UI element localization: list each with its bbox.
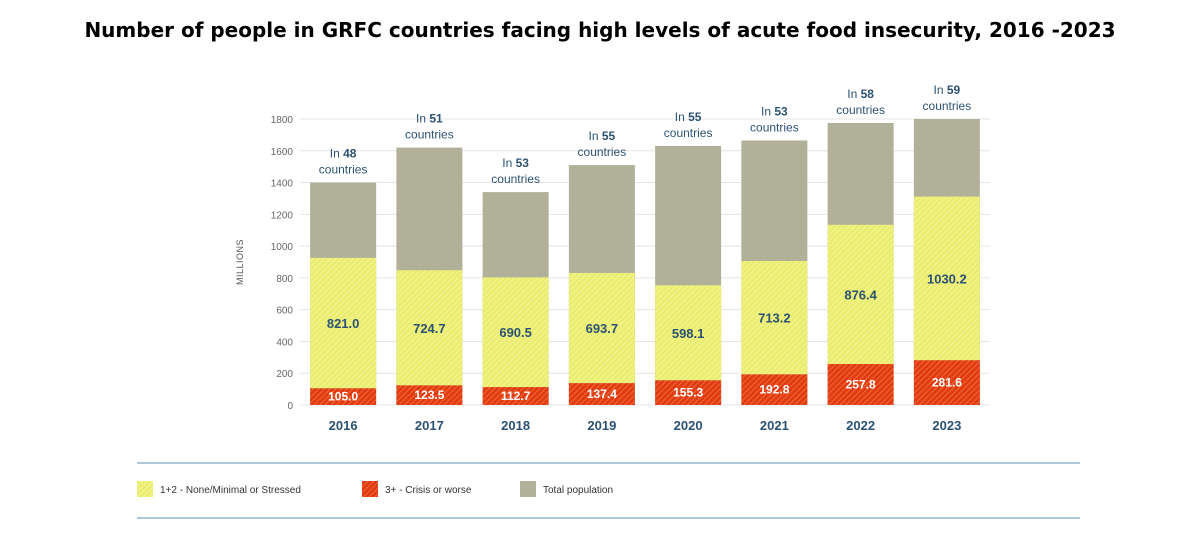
y-tick-label: 1200: [271, 210, 294, 221]
x-axis: 2016 2017 2018 2019 2020 2021 2022 2023: [329, 418, 962, 433]
annotation-prefix: In: [934, 83, 947, 97]
country-count-annotation: In 55: [589, 129, 616, 143]
annotation-count: 55: [602, 129, 616, 143]
crisis-value-label: 137.4: [587, 387, 617, 401]
y-axis-title: MILLIONS: [235, 239, 245, 285]
annotation-suffix: countries: [836, 103, 885, 117]
country-count-annotation: In 51: [416, 112, 443, 126]
annotation-count: 55: [688, 110, 702, 124]
annotation-suffix: countries: [923, 99, 972, 113]
annotation-prefix: In: [330, 147, 343, 161]
y-tick-label: 1400: [271, 179, 294, 190]
country-count-annotation: In 53: [761, 104, 788, 118]
annotation-count: 53: [516, 156, 530, 170]
stressed-bar: [482, 277, 549, 388]
annotation-prefix: In: [847, 87, 860, 101]
crisis-bar: [655, 380, 722, 405]
stressed-value-label: 821.0: [327, 316, 360, 331]
annotation-prefix: In: [502, 156, 515, 170]
annotation-count: 51: [429, 112, 443, 126]
crisis-bar: [310, 388, 377, 405]
stressed-bar: [741, 261, 808, 375]
y-tick-label: 1600: [271, 147, 294, 158]
annotation-prefix: In: [589, 129, 602, 143]
annotation-count: 53: [774, 104, 788, 118]
crisis-value-label: 192.8: [759, 383, 789, 397]
annotation-suffix: countries: [319, 163, 368, 177]
page-title: Number of people in GRFC countries facin…: [84, 18, 1116, 42]
annotation-suffix: countries: [578, 145, 627, 159]
stressed-bar: [827, 224, 894, 365]
stressed-bar: [396, 270, 463, 386]
crisis-value-label: 112.7: [501, 389, 531, 403]
crisis-bar: [827, 364, 894, 405]
stressed-value-label: 693.7: [586, 321, 619, 336]
stressed-bar: [913, 196, 980, 361]
x-tick-label: 2016: [329, 418, 358, 433]
x-tick-label: 2018: [501, 418, 530, 433]
country-count-annotation: In 58: [847, 87, 874, 101]
legend-label: 1+2 - None/Minimal or Stressed: [160, 485, 301, 496]
crisis-value-label: 281.6: [932, 376, 962, 390]
country-count-annotation: In 59: [934, 83, 961, 97]
y-tick-label: 1800: [271, 115, 294, 126]
legend: 1+2 - None/Minimal or Stressed 3+ - Crisi…: [137, 481, 613, 497]
legend-swatch: [520, 481, 536, 497]
country-annotations: In 48 countries In 51 countries In 53 countri…: [319, 83, 971, 186]
country-count-annotation: In 48: [330, 147, 357, 161]
stressed-value-label: 876.4: [844, 287, 877, 302]
stressed-value-label: 713.2: [758, 311, 791, 326]
y-tick-label: 1000: [271, 242, 294, 253]
y-tick-label: 600: [276, 306, 293, 317]
stressed-bar: [655, 285, 722, 381]
x-tick-label: 2022: [846, 418, 875, 433]
annotation-suffix: countries: [750, 120, 799, 134]
crisis-value-label: 257.8: [846, 378, 876, 392]
annotation-count: 48: [343, 147, 357, 161]
legend-label: Total population: [543, 485, 613, 496]
y-tick-label: 0: [287, 401, 293, 412]
annotation-suffix: countries: [405, 128, 454, 142]
crisis-bar: [741, 374, 808, 405]
stressed-value-label: 1030.2: [927, 271, 967, 286]
stressed-value-label: 690.5: [499, 325, 532, 340]
bars: [310, 119, 980, 405]
stressed-bar: [568, 272, 635, 384]
x-tick-label: 2017: [415, 418, 444, 433]
crisis-bar: [568, 383, 635, 405]
x-tick-label: 2020: [674, 418, 703, 433]
annotation-prefix: In: [761, 104, 774, 118]
legend-swatch: [362, 481, 378, 497]
y-axis: 0 200 400 600 800 1000 1200 1400 1600 1800: [271, 115, 294, 412]
legend-label: 3+ - Crisis or worse: [385, 485, 472, 496]
annotation-count: 58: [861, 87, 875, 101]
data-labels: 821.0 105.0 724.7 123.5 690.5 112.7 693.7 137.4…: [327, 271, 967, 403]
stressed-value-label: 598.1: [672, 326, 705, 341]
country-count-annotation: In 55: [675, 110, 702, 124]
crisis-bar: [482, 387, 549, 405]
annotation-suffix: countries: [664, 126, 713, 140]
legend-swatch: [137, 481, 153, 497]
y-tick-label: 800: [276, 274, 293, 285]
crisis-bar: [396, 385, 463, 405]
y-tick-label: 200: [276, 369, 293, 380]
x-tick-label: 2021: [760, 418, 789, 433]
stressed-value-label: 724.7: [413, 321, 446, 336]
annotation-prefix: In: [675, 110, 688, 124]
country-count-annotation: In 53: [502, 156, 529, 170]
crisis-value-label: 105.0: [328, 390, 358, 404]
annotation-suffix: countries: [491, 172, 540, 186]
crisis-bar: [913, 360, 980, 405]
x-tick-label: 2019: [587, 418, 616, 433]
annotation-count: 59: [947, 83, 961, 97]
crisis-value-label: 155.3: [673, 386, 703, 400]
crisis-value-label: 123.5: [414, 388, 444, 402]
x-tick-label: 2023: [932, 418, 961, 433]
annotation-prefix: In: [416, 112, 429, 126]
y-tick-label: 400: [276, 337, 293, 348]
stressed-bar: [310, 257, 377, 389]
